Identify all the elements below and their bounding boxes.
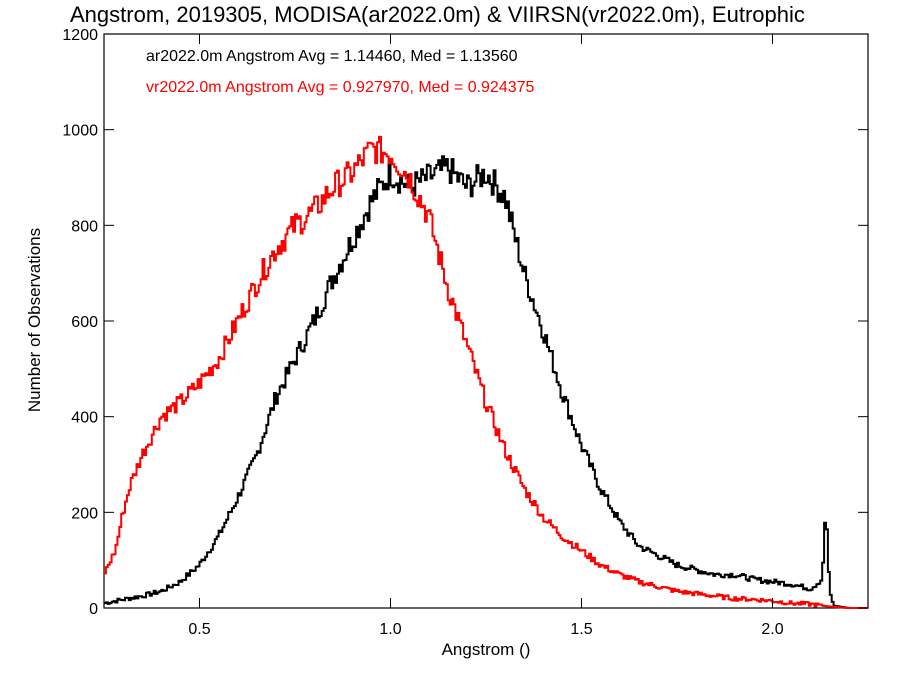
chart-title: Angstrom, 2019305, MODISA(ar2022.0m) & V… [70,2,805,27]
x-tick-label: 2.0 [761,621,783,638]
plot-frame [103,33,869,609]
series-line-ar2022.0m [104,155,868,609]
y-tick-label: 1000 [62,123,98,140]
y-tick-label: 200 [71,505,98,522]
x-axis-label: Angstrom () [442,640,531,659]
y-tick-label: 0 [89,601,98,618]
legend-entry-ar2022: ar2022.0m Angstrom Avg = 1.14460, Med = … [146,48,518,65]
legend-entry-vr2022: vr2022.0m Angstrom Avg = 0.927970, Med =… [146,79,535,96]
y-tick-label: 400 [71,410,98,427]
x-tick-label: 1.0 [379,621,401,638]
y-tick-label: 800 [71,218,98,235]
x-tick-label: 0.5 [188,621,210,638]
plot-area [104,135,868,609]
y-tick-label: 1200 [62,27,98,44]
y-tick-label: 600 [71,314,98,331]
legend: ar2022.0m Angstrom Avg = 1.14460, Med = … [146,48,535,96]
axis-ticks: 0.5 1.0 1.5 2.0 0 200 400 600 800 1000 1200 [62,27,868,638]
y-axis-label: Number of Observations [25,228,44,412]
series-line-vr2022.0m [104,135,868,609]
x-tick-label: 1.5 [570,621,592,638]
